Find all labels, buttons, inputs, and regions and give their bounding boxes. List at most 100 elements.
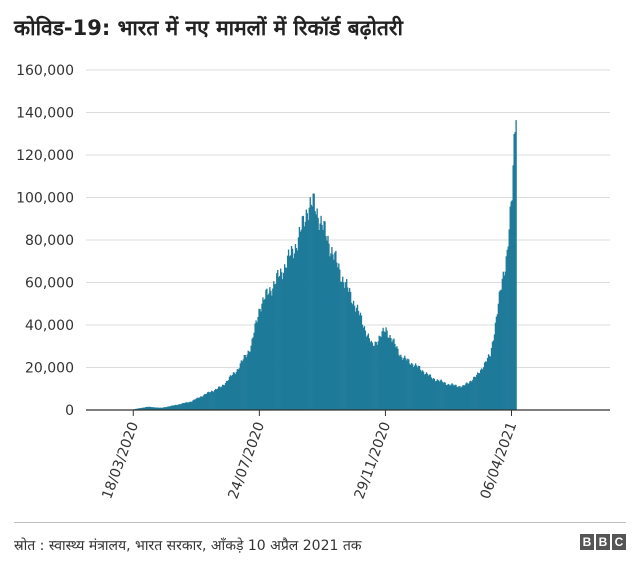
bar: [386, 330, 388, 410]
bar: [489, 356, 492, 410]
bar: [456, 386, 458, 410]
bar: [204, 393, 206, 410]
bar: [164, 407, 167, 410]
bar: [373, 345, 375, 410]
bar: [372, 345, 374, 410]
bar: [412, 364, 414, 410]
y-tick-label: 160,000: [16, 63, 74, 79]
bar: [401, 357, 403, 410]
bar: [359, 312, 362, 410]
bar: [275, 283, 277, 410]
bar: [324, 221, 326, 410]
bar: [420, 371, 423, 410]
bar: [453, 385, 455, 410]
bar: [314, 211, 316, 410]
bar: [446, 385, 448, 410]
bar: [151, 407, 153, 410]
bar: [160, 407, 163, 410]
bar: [233, 372, 236, 410]
bar: [506, 249, 508, 410]
bar: [438, 381, 440, 410]
bar: [484, 361, 487, 410]
bar: [300, 229, 303, 410]
bar: [270, 290, 272, 410]
bar: [185, 402, 187, 410]
bar: [247, 350, 249, 410]
bar: [457, 387, 459, 410]
bar: [403, 357, 405, 410]
bar: [382, 327, 384, 410]
bar: [187, 402, 189, 410]
bar: [325, 236, 327, 410]
bar: [183, 403, 185, 410]
bar: [190, 401, 192, 410]
bar: [147, 406, 149, 410]
bar: [426, 373, 429, 410]
bar: [394, 343, 396, 410]
bar: [507, 246, 509, 410]
bar: [472, 379, 474, 410]
bar: [305, 209, 307, 410]
bar: [390, 338, 392, 410]
bar: [348, 291, 350, 410]
bar: [469, 381, 471, 410]
bar: [322, 229, 324, 410]
bar: [467, 383, 469, 410]
bar: [152, 407, 155, 410]
bar: [389, 334, 391, 410]
bar: [433, 378, 436, 410]
y-tick-label: 60,000: [25, 276, 74, 292]
bar: [321, 224, 323, 410]
bar: [215, 388, 217, 410]
bar: [224, 383, 227, 410]
bar: [220, 386, 223, 410]
bar: [512, 165, 514, 410]
bar: [459, 386, 461, 410]
bar: [365, 336, 368, 410]
bar: [282, 272, 285, 410]
bar: [440, 379, 442, 410]
bar: [354, 311, 357, 410]
bar: [193, 399, 195, 410]
bar: [272, 288, 274, 410]
bar: [311, 206, 313, 410]
bar: [345, 282, 347, 410]
bar: [158, 407, 161, 410]
bar: [281, 272, 283, 410]
bar: [306, 213, 308, 410]
bar: [242, 359, 244, 410]
bar: [479, 373, 481, 410]
bar: [479, 369, 482, 410]
bar: [217, 386, 220, 410]
bbc-logo-letter: B: [580, 534, 594, 550]
bar: [474, 376, 476, 410]
bar: [413, 366, 415, 410]
bar: [264, 298, 266, 410]
bar: [356, 304, 359, 410]
x-tick-label: 18/03/2020: [99, 420, 142, 501]
bar: [400, 354, 402, 410]
bar: [445, 384, 447, 410]
bar: [237, 369, 240, 410]
bar: [290, 245, 293, 410]
bar: [418, 366, 421, 410]
bar: [229, 375, 232, 410]
bar: [334, 252, 336, 410]
bar: [218, 386, 221, 410]
bar: [191, 401, 193, 410]
bar: [268, 293, 270, 410]
bar: [246, 354, 248, 410]
bar: [148, 406, 150, 410]
bar: [455, 384, 457, 410]
bar: [361, 324, 364, 410]
bbc-logo-letter: C: [612, 534, 626, 550]
bar: [362, 327, 365, 410]
bar: [492, 340, 495, 410]
bar: [170, 405, 173, 410]
bar: [410, 364, 412, 410]
bar: [140, 408, 142, 410]
bar: [252, 337, 254, 410]
y-tick-label: 100,000: [16, 191, 74, 207]
bar: [423, 374, 426, 410]
bar: [441, 381, 443, 410]
